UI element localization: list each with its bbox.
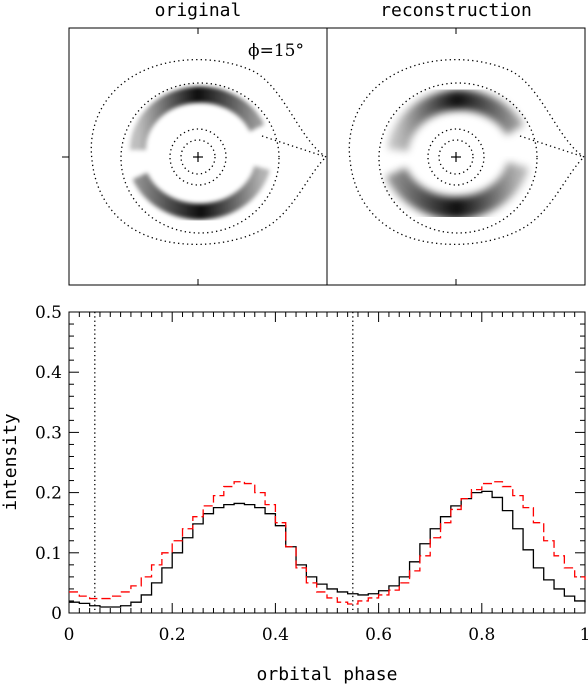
- y-tick-label: 0.4: [35, 363, 62, 383]
- original-lower-arc: [132, 165, 270, 220]
- reconstruction-dotted-contours: [348, 58, 586, 245]
- reconstruction-light-curve: [69, 481, 586, 605]
- reconstruction-upper-arc: [388, 89, 524, 152]
- original-light-curve: [69, 490, 586, 608]
- original-core-circle: [180, 139, 216, 175]
- x-tick-label: 0.2: [159, 625, 186, 645]
- y-tick-label: 0.3: [35, 423, 62, 443]
- plot-frame: [68, 311, 586, 614]
- reconstruction-stream-line: [519, 135, 585, 158]
- series-layer: [69, 481, 586, 608]
- right-panel-title: reconstruction: [380, 0, 532, 21]
- phase-markers: [94, 312, 354, 613]
- original-upper-arc: [129, 86, 265, 151]
- light-curve-plot: 0 0.2 0.4 0.6 0.8 1 0 0.1 0.2 0.3 0.4 0.5 orbital p…: [0, 303, 588, 685]
- x-axis-label: orbital phase: [257, 664, 398, 685]
- x-tick-label: 0.6: [365, 625, 392, 645]
- minor-ticks: [69, 312, 585, 613]
- y-axis-label: intensity: [0, 413, 21, 511]
- original-stream-line: [261, 135, 327, 158]
- y-tick-label: 0.1: [35, 544, 62, 564]
- reconstruction-inner-circle: [427, 128, 485, 186]
- reconstruction-roche-lobe: [348, 58, 586, 245]
- left-panel-title: original: [155, 0, 242, 21]
- original-outer-circle: [120, 82, 280, 234]
- y-tick-label: 0.2: [35, 484, 62, 504]
- major-ticks: [68, 311, 586, 614]
- x-tick-label: 1: [580, 625, 588, 645]
- reconstruction-image-panel: [326, 27, 586, 286]
- y-tick-label: 0.5: [35, 303, 62, 323]
- reconstruction-lower-arc: [385, 161, 529, 219]
- phase-annotation: ϕ=15°: [248, 41, 304, 61]
- x-tick-label: 0.8: [468, 625, 495, 645]
- reconstruction-core-circle: [438, 139, 474, 175]
- original-dotted-contours: [90, 58, 328, 245]
- original-image-panel: ϕ=15°: [62, 27, 328, 286]
- original-inner-circle: [169, 128, 227, 186]
- original-roche-lobe: [90, 58, 328, 245]
- x-tick-label: 0: [64, 625, 75, 645]
- y-tick-label: 0: [51, 604, 62, 624]
- tick-labels: 0 0.2 0.4 0.6 0.8 1 0 0.1 0.2 0.3 0.4 0.5: [35, 303, 588, 645]
- x-tick-label: 0.4: [262, 625, 289, 645]
- reconstruction-outer-circle: [378, 82, 538, 234]
